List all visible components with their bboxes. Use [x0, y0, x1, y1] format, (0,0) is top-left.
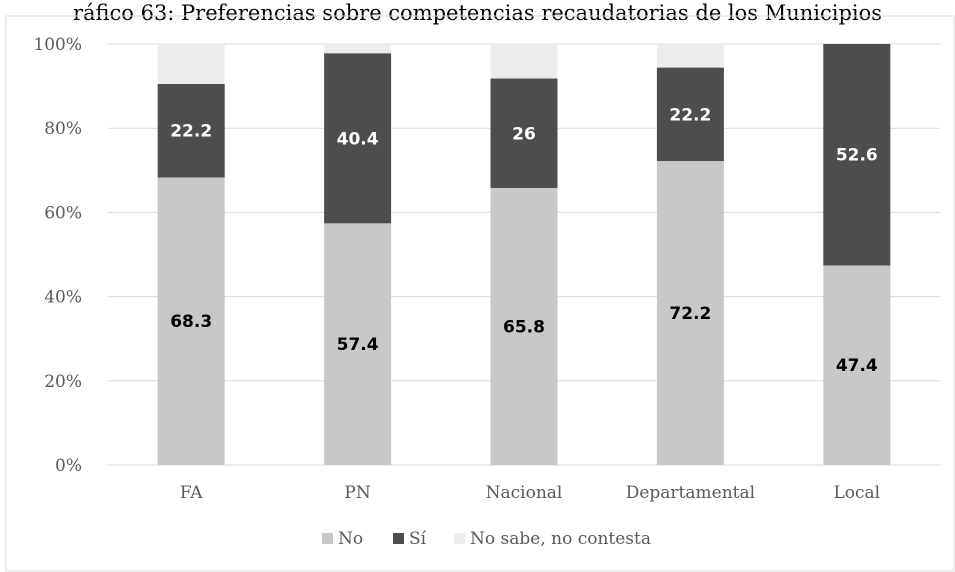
x-category-label: PN	[344, 483, 370, 503]
bar-segment-no-nacional	[490, 187, 558, 465]
y-tick-label: 40%	[44, 288, 82, 308]
y-tick-label: 80%	[44, 119, 82, 139]
x-category-label: Nacional	[486, 483, 563, 503]
bar-segment-no-local	[823, 265, 891, 465]
bar-segment-s--departamental	[656, 67, 724, 162]
data-label: 26	[512, 124, 536, 144]
y-tick-label: 0%	[55, 456, 82, 476]
data-label: 57.4	[337, 335, 379, 355]
legend-label: Sí	[409, 529, 427, 549]
bar-segment-s--pn	[324, 53, 392, 224]
data-label: 68.3	[170, 312, 212, 332]
bar-segment-s--local	[823, 44, 891, 266]
legend-swatch	[454, 533, 465, 544]
legend-label: No sabe, no contesta	[470, 529, 651, 549]
data-label: 22.2	[170, 122, 212, 142]
bar-segment-no-sabe-no-contesta-nacional	[490, 44, 558, 79]
axes: 0% 20% 40% 60% 80% 100% FA PN Nacional Departamen…	[33, 35, 880, 503]
data-label: 40.4	[337, 129, 379, 149]
legend-label: No	[338, 529, 363, 549]
bar-segment-no-sabe-no-contesta-departamental	[656, 44, 724, 68]
bar-segment-no-sabe-no-contesta-fa	[157, 44, 225, 84]
bar-segment-s--fa	[157, 83, 225, 178]
data-label: 72.2	[669, 304, 711, 324]
y-tick-label: 100%	[33, 35, 82, 55]
x-category-label: FA	[180, 483, 203, 503]
data-label: 65.8	[503, 317, 545, 337]
data-label: 52.6	[836, 146, 878, 166]
y-tick-label: 60%	[44, 203, 82, 223]
data-label: 22.2	[669, 105, 711, 125]
chart-title: ráfico 63: Preferencias sobre competenci…	[72, 1, 883, 25]
legend: No Sí No sabe, no contesta	[322, 529, 651, 549]
bar-segment-no-departamental	[656, 161, 724, 465]
x-category-label: Local	[833, 483, 880, 503]
bar-segment-no-fa	[157, 177, 225, 465]
bar-segment-s--nacional	[490, 78, 558, 188]
y-tick-label: 20%	[44, 372, 82, 392]
data-labels: 68.3 22.2 57.4 40.4 65.8 26 72.2 22.2 47.4 52.6	[170, 105, 878, 376]
bars	[157, 44, 891, 465]
chart-frame	[5, 15, 955, 572]
bar-segment-no-pn	[324, 223, 392, 465]
legend-swatch	[393, 533, 404, 544]
data-label: 47.4	[836, 356, 878, 376]
bar-segment-no-sabe-no-contesta-pn	[324, 44, 392, 54]
x-category-label: Departamental	[626, 483, 755, 503]
legend-swatch	[322, 533, 333, 544]
